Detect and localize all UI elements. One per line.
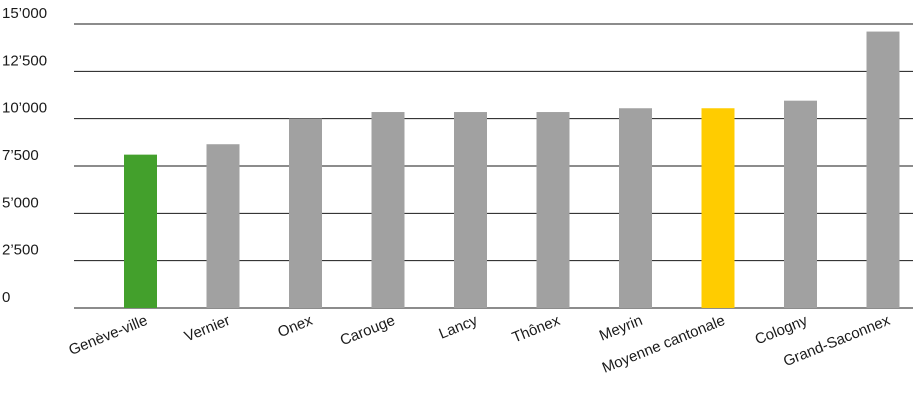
bar bbox=[701, 108, 735, 309]
bar bbox=[454, 112, 487, 308]
x-category-label: Cologny bbox=[753, 312, 811, 349]
y-tick-label: 0 bbox=[2, 289, 10, 306]
x-category-label: Onex bbox=[275, 312, 315, 341]
bar bbox=[784, 100, 817, 309]
y-tick-label: 10’000 bbox=[2, 100, 47, 117]
bar bbox=[206, 144, 240, 308]
bar bbox=[289, 118, 322, 309]
y-tick-label: 2’500 bbox=[2, 242, 39, 259]
bar bbox=[619, 108, 652, 309]
y-axis-tick-labels: 0 2’500 5’000 7’500 10’000 12’500 15’000 bbox=[2, 5, 47, 306]
x-category-label: Carouge bbox=[338, 312, 398, 349]
y-tick-label: 15’000 bbox=[2, 5, 47, 22]
x-category-label: Thônex bbox=[510, 312, 563, 347]
y-tick-label: 7’500 bbox=[2, 147, 39, 164]
y-tick-label: 12’500 bbox=[2, 52, 47, 69]
bar bbox=[536, 112, 570, 308]
x-category-label: Lancy bbox=[437, 312, 481, 343]
x-axis-category-labels: Genève-ville Vernier Onex Carouge Lancy Thône… bbox=[66, 312, 893, 377]
bars bbox=[124, 31, 900, 309]
x-category-label: Meyrin bbox=[597, 312, 645, 345]
bar bbox=[371, 112, 405, 308]
x-category-label: Vernier bbox=[182, 312, 232, 346]
y-tick-label: 5’000 bbox=[2, 194, 39, 211]
x-category-label: Genève-ville bbox=[66, 312, 150, 359]
bar bbox=[124, 154, 157, 308]
bar bbox=[866, 31, 900, 308]
